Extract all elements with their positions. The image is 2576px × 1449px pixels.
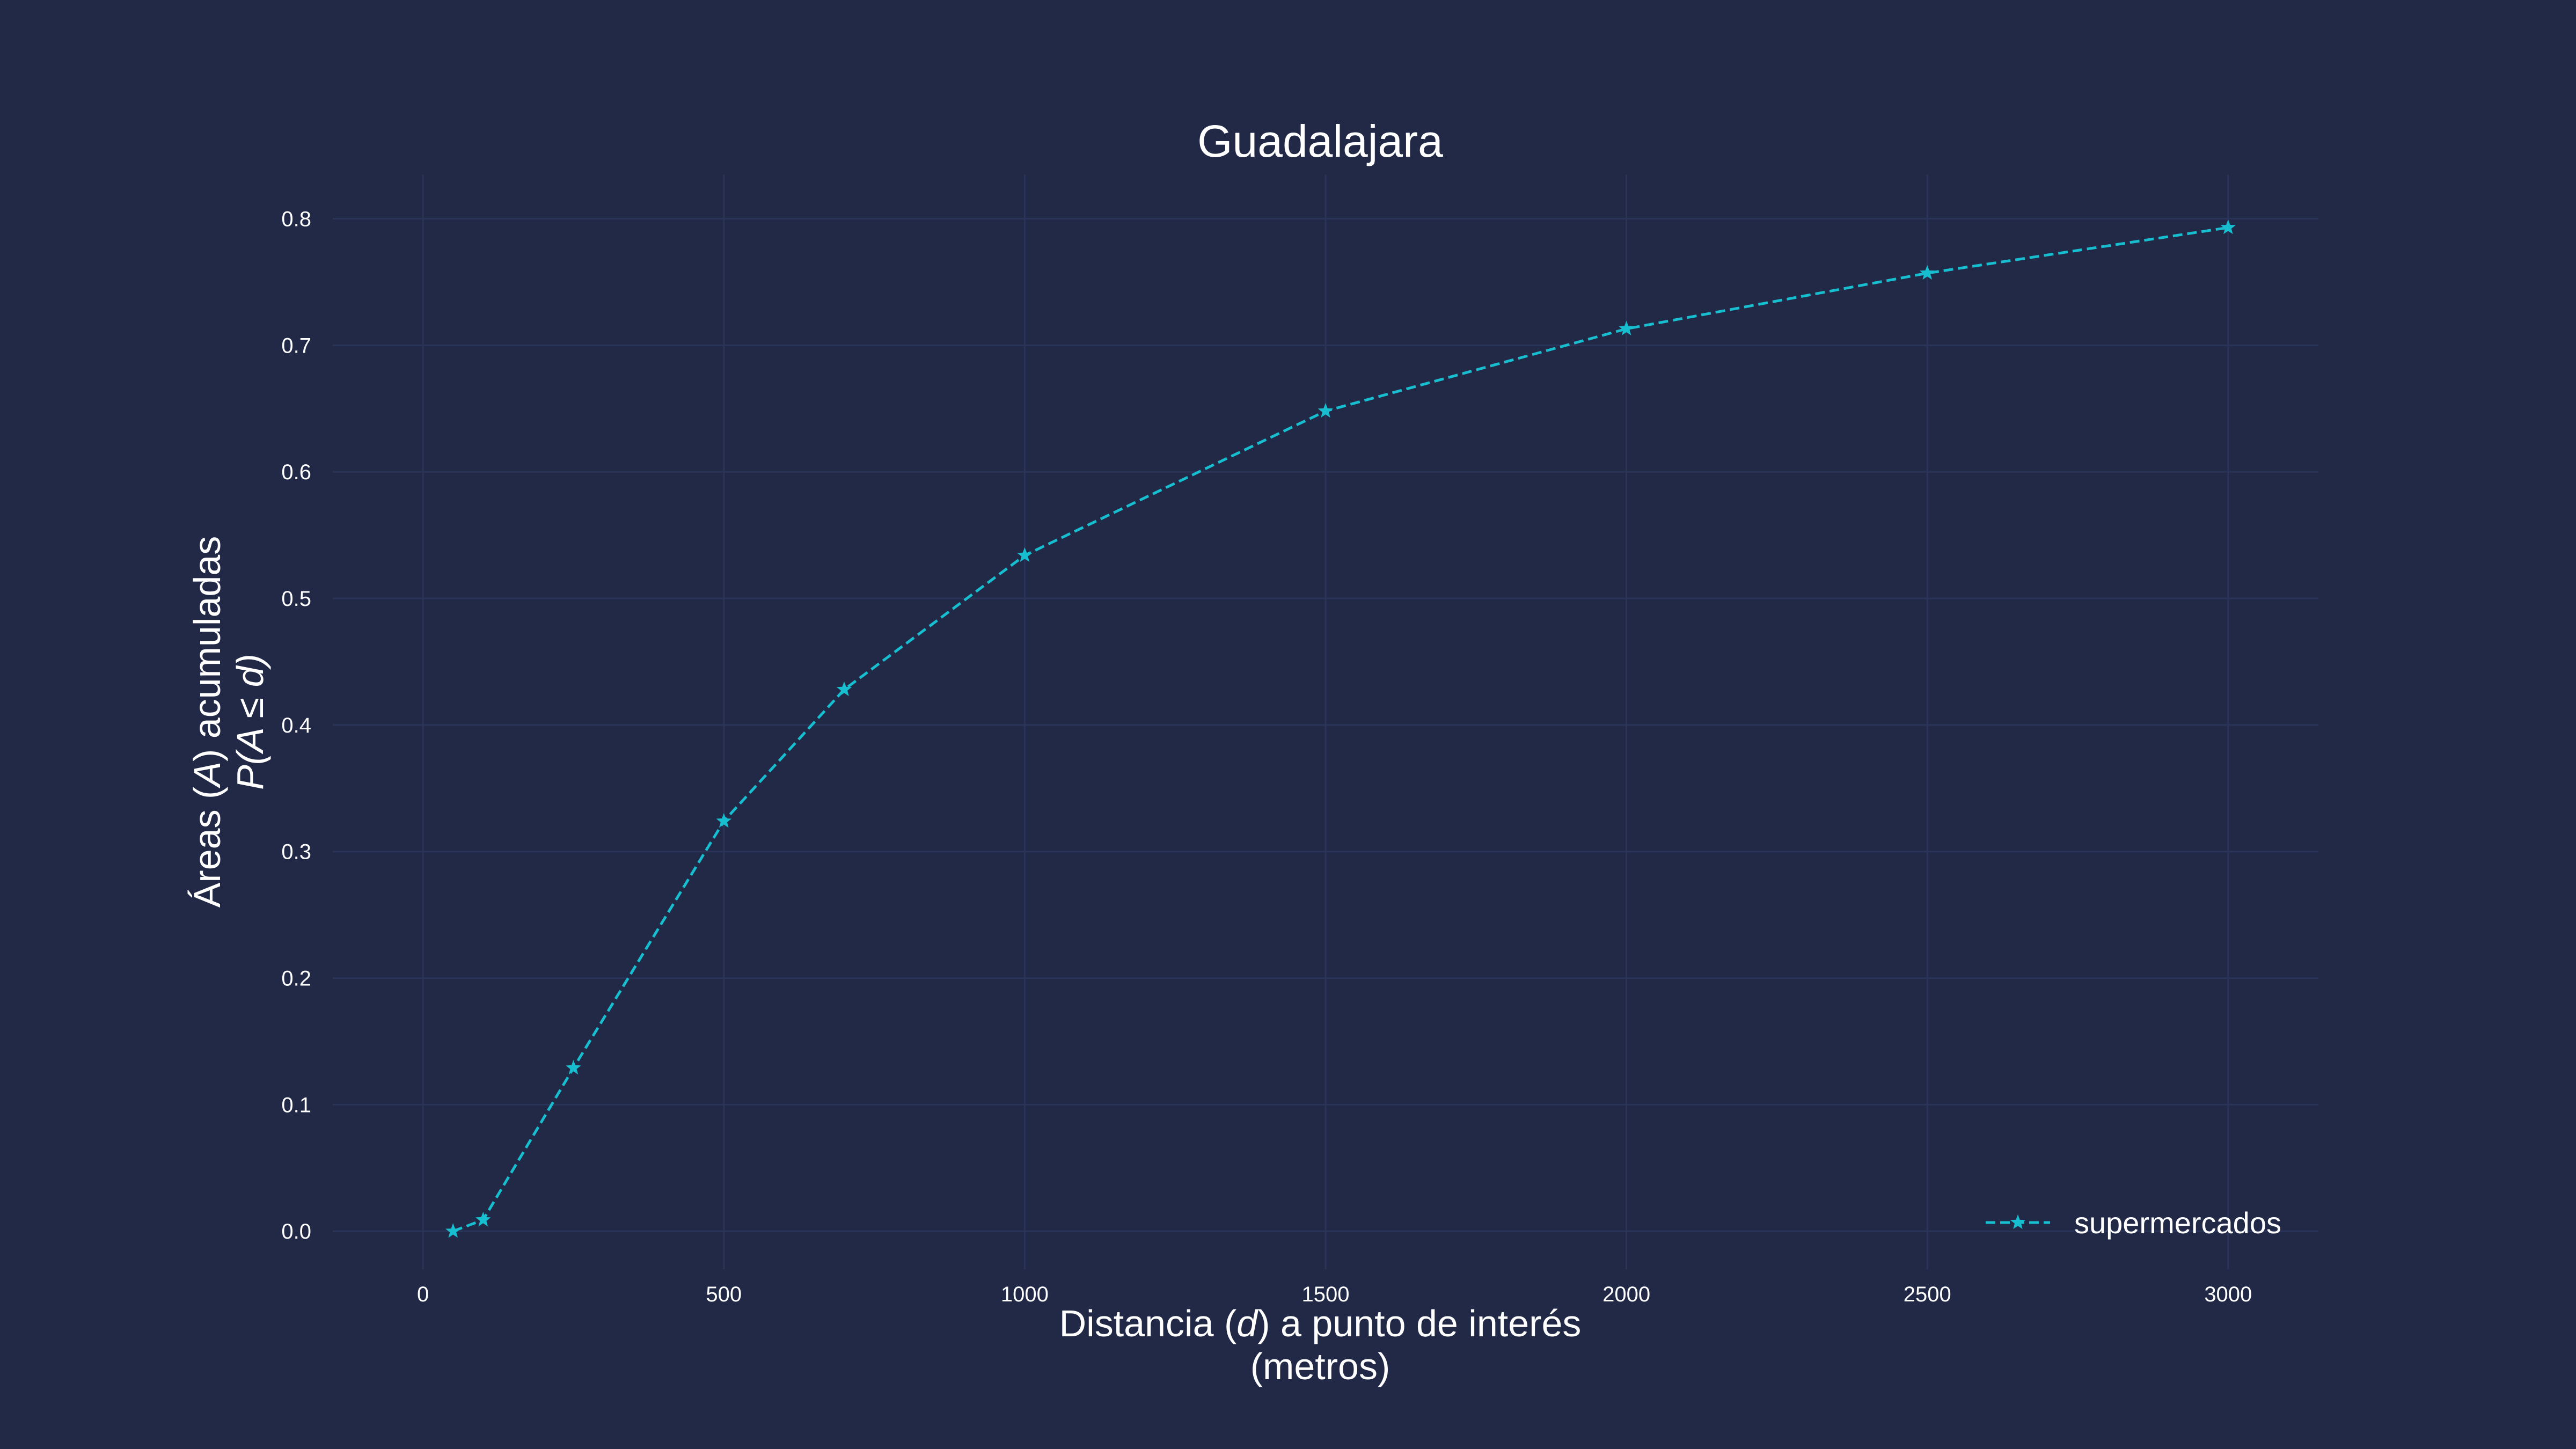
y-tick-label: 0.2 <box>281 967 311 991</box>
data-point-marker <box>716 813 732 828</box>
x-tick-label: 1000 <box>1001 1283 1049 1306</box>
legend-label: supermercados <box>2074 1206 2281 1240</box>
data-point-marker <box>445 1223 461 1238</box>
y-axis-title-line2: P(A ≤ d) <box>229 654 271 790</box>
data-point-marker <box>2220 219 2236 235</box>
y-tick-label: 0.1 <box>281 1093 311 1117</box>
x-tick-label: 2000 <box>1602 1283 1650 1306</box>
y-tick-label: 0.7 <box>281 334 311 357</box>
y-tick-label: 0.8 <box>281 208 311 231</box>
data-point-marker <box>1318 403 1334 418</box>
legend-star-marker <box>2010 1214 2026 1230</box>
x-tick-label: 0 <box>417 1283 429 1306</box>
y-tick-label: 0.0 <box>281 1220 311 1243</box>
data-point-marker <box>566 1060 581 1075</box>
y-axis-title: Áreas (A) acumuladas P(A ≤ d) <box>186 536 271 908</box>
y-tick-label: 0.5 <box>281 587 311 611</box>
y-tick-label: 0.4 <box>281 714 311 737</box>
series-line <box>452 226 2229 1233</box>
data-point-marker <box>1017 547 1033 562</box>
data-point-marker <box>1919 265 1935 280</box>
y-axis-title-line1: Áreas (A) acumuladas <box>186 536 228 908</box>
data-point-marker <box>1619 320 1634 335</box>
data-point-marker <box>836 681 852 696</box>
y-tick-label: 0.6 <box>281 460 311 484</box>
legend: supermercados <box>1986 1206 2281 1240</box>
data-point-marker <box>475 1212 491 1227</box>
x-tick-label: 2500 <box>1904 1283 1951 1306</box>
series-layer <box>445 219 2236 1238</box>
chart-title: Guadalajara <box>1197 116 1443 166</box>
x-tick-label: 500 <box>706 1283 742 1306</box>
grid-layer <box>333 174 2318 1269</box>
x-tick-label: 1500 <box>1302 1283 1350 1306</box>
y-tick-label: 0.3 <box>281 840 311 864</box>
ticks-layer: 0 500 1000 1500 2000 2500 3000 0.0 0.1 0.2 0.3 0.4 0… <box>281 208 2252 1306</box>
x-tick-label: 3000 <box>2204 1283 2252 1306</box>
x-axis-title-units: (metros) <box>1250 1345 1391 1387</box>
x-axis-title: Distancia (d) a punto de interés <box>1059 1302 1582 1344</box>
